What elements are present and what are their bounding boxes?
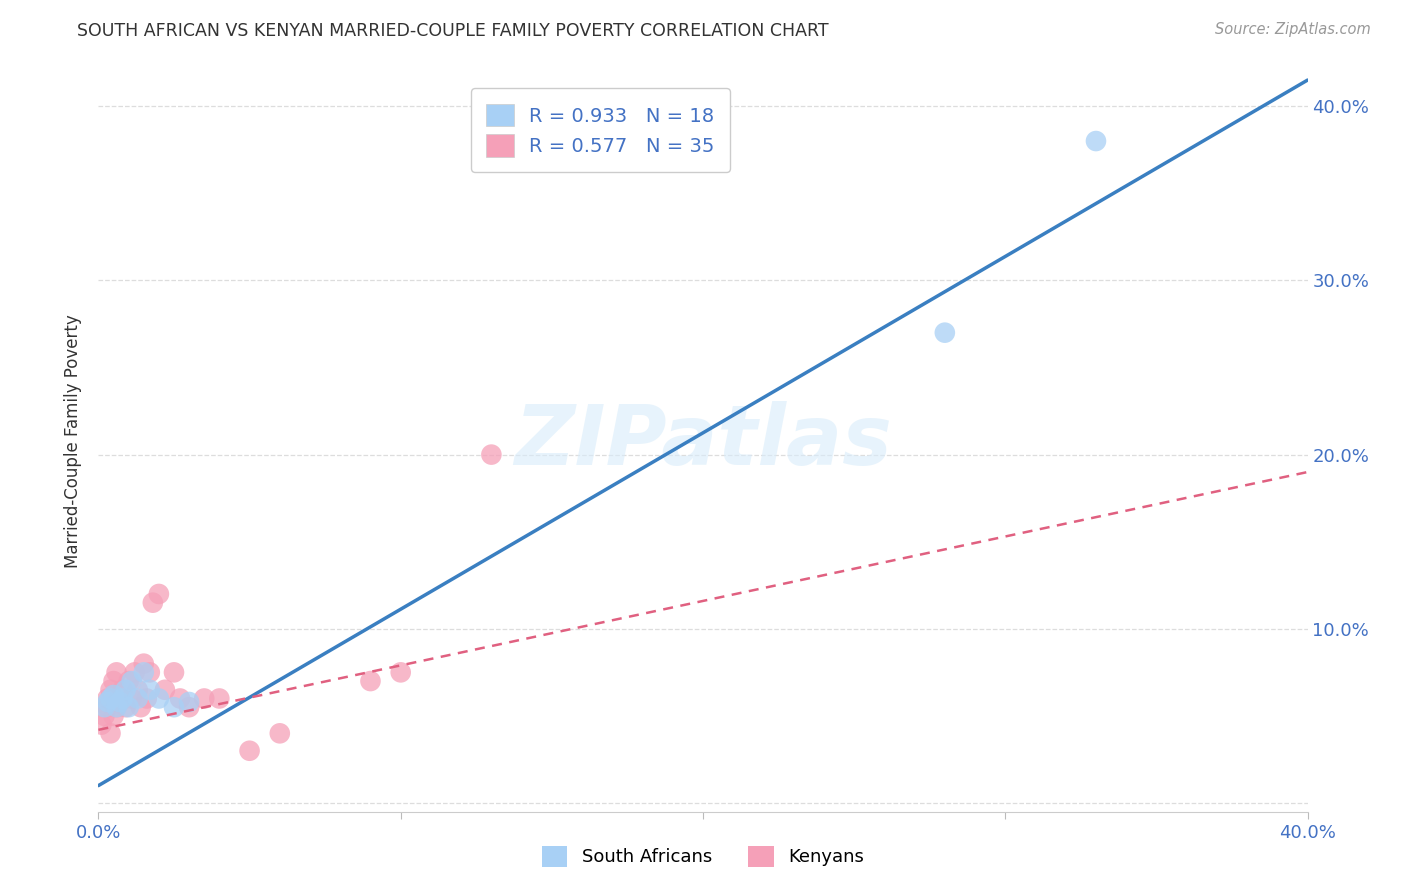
Point <box>169 691 191 706</box>
Point <box>105 665 128 680</box>
Point <box>100 682 122 697</box>
Point <box>124 665 146 680</box>
Point <box>934 326 956 340</box>
Point <box>132 665 155 680</box>
Point <box>111 691 134 706</box>
Point <box>148 691 170 706</box>
Point <box>121 691 143 706</box>
Text: Source: ZipAtlas.com: Source: ZipAtlas.com <box>1215 22 1371 37</box>
Point <box>1085 134 1108 148</box>
Point <box>108 695 131 709</box>
Point <box>108 691 131 706</box>
Point <box>118 674 141 689</box>
Point <box>208 691 231 706</box>
Point <box>127 691 149 706</box>
Point <box>90 717 112 731</box>
Point <box>111 682 134 697</box>
Point <box>129 700 152 714</box>
Point <box>105 700 128 714</box>
Point <box>142 596 165 610</box>
Text: ZIPatlas: ZIPatlas <box>515 401 891 482</box>
Legend: R = 0.933   N = 18, R = 0.577   N = 35: R = 0.933 N = 18, R = 0.577 N = 35 <box>471 88 730 172</box>
Point <box>179 695 201 709</box>
Text: SOUTH AFRICAN VS KENYAN MARRIED-COUPLE FAMILY POVERTY CORRELATION CHART: SOUTH AFRICAN VS KENYAN MARRIED-COUPLE F… <box>77 22 830 40</box>
Point <box>108 695 131 709</box>
Point <box>148 587 170 601</box>
Point <box>193 691 215 706</box>
Point <box>103 674 125 689</box>
Point <box>93 700 115 714</box>
Point <box>96 700 118 714</box>
Point <box>100 726 122 740</box>
Point <box>121 674 143 689</box>
Point <box>127 682 149 697</box>
Point <box>153 682 176 697</box>
Point <box>118 700 141 714</box>
Point <box>96 691 118 706</box>
Point <box>360 674 382 689</box>
Point <box>105 700 128 714</box>
Legend: South Africans, Kenyans: South Africans, Kenyans <box>534 838 872 874</box>
Point <box>163 700 186 714</box>
Point <box>269 726 291 740</box>
Point <box>139 665 162 680</box>
Point <box>239 744 262 758</box>
Point <box>93 709 115 723</box>
Point <box>481 448 503 462</box>
Point <box>139 682 162 697</box>
Point <box>103 709 125 723</box>
Point <box>96 695 118 709</box>
Y-axis label: Married-Couple Family Poverty: Married-Couple Family Poverty <box>65 315 83 568</box>
Point <box>163 665 186 680</box>
Point <box>132 657 155 671</box>
Point <box>135 691 157 706</box>
Point <box>114 700 136 714</box>
Point <box>179 700 201 714</box>
Point <box>100 691 122 706</box>
Point <box>103 688 125 702</box>
Point <box>114 682 136 697</box>
Point <box>389 665 412 680</box>
